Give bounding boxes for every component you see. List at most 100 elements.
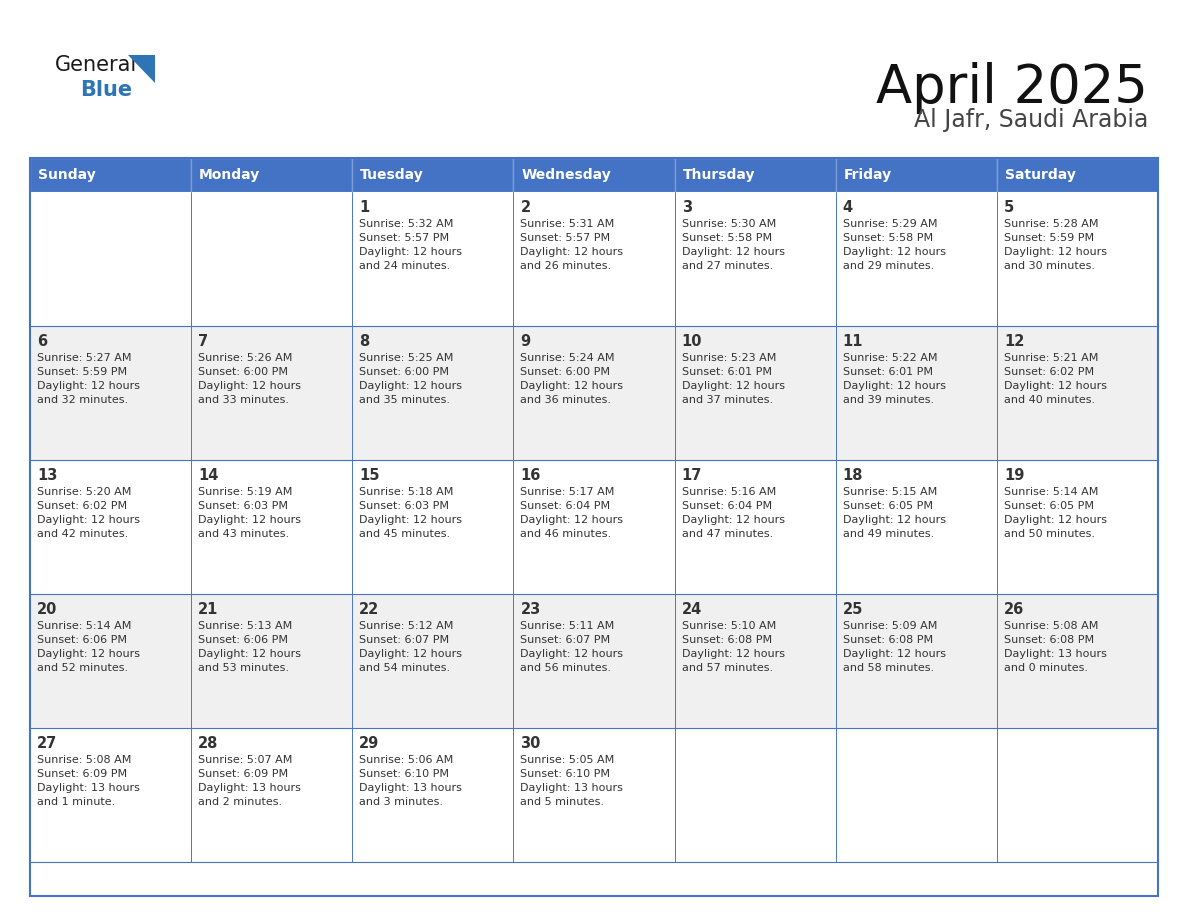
Text: 18: 18 [842, 468, 864, 483]
Bar [513, 728, 675, 862]
Text: Sunrise: 5:08 AM
Sunset: 6:08 PM
Daylight: 13 hours
and 0 minutes.: Sunrise: 5:08 AM Sunset: 6:08 PM Dayligh… [1004, 621, 1107, 673]
Bar [675, 326, 835, 460]
Text: 6: 6 [37, 334, 48, 349]
Text: Sunrise: 5:31 AM
Sunset: 5:57 PM
Daylight: 12 hours
and 26 minutes.: Sunrise: 5:31 AM Sunset: 5:57 PM Dayligh… [520, 219, 624, 271]
Bar [513, 460, 675, 594]
Text: 21: 21 [198, 602, 219, 617]
Text: Sunrise: 5:32 AM
Sunset: 5:57 PM
Daylight: 12 hours
and 24 minutes.: Sunrise: 5:32 AM Sunset: 5:57 PM Dayligh… [359, 219, 462, 271]
Text: 10: 10 [682, 334, 702, 349]
Bar [997, 594, 1158, 728]
Text: Sunrise: 5:07 AM
Sunset: 6:09 PM
Daylight: 13 hours
and 2 minutes.: Sunrise: 5:07 AM Sunset: 6:09 PM Dayligh… [198, 755, 301, 807]
Bar [191, 326, 353, 460]
Bar [835, 460, 997, 594]
Bar [997, 728, 1158, 862]
Bar [191, 192, 353, 326]
Text: Sunrise: 5:20 AM
Sunset: 6:02 PM
Daylight: 12 hours
and 42 minutes.: Sunrise: 5:20 AM Sunset: 6:02 PM Dayligh… [37, 487, 140, 539]
Text: Monday: Monday [200, 168, 260, 182]
Text: 16: 16 [520, 468, 541, 483]
Bar [835, 192, 997, 326]
Text: Sunrise: 5:12 AM
Sunset: 6:07 PM
Daylight: 12 hours
and 54 minutes.: Sunrise: 5:12 AM Sunset: 6:07 PM Dayligh… [359, 621, 462, 673]
Text: Sunrise: 5:29 AM
Sunset: 5:58 PM
Daylight: 12 hours
and 29 minutes.: Sunrise: 5:29 AM Sunset: 5:58 PM Dayligh… [842, 219, 946, 271]
Text: 9: 9 [520, 334, 531, 349]
Text: 2: 2 [520, 200, 531, 215]
Text: Sunrise: 5:09 AM
Sunset: 6:08 PM
Daylight: 12 hours
and 58 minutes.: Sunrise: 5:09 AM Sunset: 6:08 PM Dayligh… [842, 621, 946, 673]
Bar [513, 326, 675, 460]
Bar [513, 158, 675, 192]
Bar [835, 158, 997, 192]
Bar [353, 326, 513, 460]
Bar [997, 192, 1158, 326]
Text: 7: 7 [198, 334, 208, 349]
Text: Sunrise: 5:30 AM
Sunset: 5:58 PM
Daylight: 12 hours
and 27 minutes.: Sunrise: 5:30 AM Sunset: 5:58 PM Dayligh… [682, 219, 784, 271]
Text: Sunrise: 5:14 AM
Sunset: 6:05 PM
Daylight: 12 hours
and 50 minutes.: Sunrise: 5:14 AM Sunset: 6:05 PM Dayligh… [1004, 487, 1107, 539]
Text: 19: 19 [1004, 468, 1024, 483]
Text: 25: 25 [842, 602, 864, 617]
Text: 12: 12 [1004, 334, 1024, 349]
Text: 27: 27 [37, 736, 57, 751]
Polygon shape [128, 55, 154, 83]
Bar [30, 192, 191, 326]
Bar [835, 728, 997, 862]
Text: Sunrise: 5:25 AM
Sunset: 6:00 PM
Daylight: 12 hours
and 35 minutes.: Sunrise: 5:25 AM Sunset: 6:00 PM Dayligh… [359, 353, 462, 405]
Bar [191, 460, 353, 594]
Text: General: General [55, 55, 138, 75]
Text: 26: 26 [1004, 602, 1024, 617]
Text: 23: 23 [520, 602, 541, 617]
Bar [835, 326, 997, 460]
Text: Sunrise: 5:23 AM
Sunset: 6:01 PM
Daylight: 12 hours
and 37 minutes.: Sunrise: 5:23 AM Sunset: 6:01 PM Dayligh… [682, 353, 784, 405]
Text: Tuesday: Tuesday [360, 168, 424, 182]
Text: 13: 13 [37, 468, 57, 483]
Bar [675, 594, 835, 728]
Text: Sunrise: 5:26 AM
Sunset: 6:00 PM
Daylight: 12 hours
and 33 minutes.: Sunrise: 5:26 AM Sunset: 6:00 PM Dayligh… [198, 353, 301, 405]
Text: Friday: Friday [843, 168, 892, 182]
Bar [997, 460, 1158, 594]
Bar [675, 460, 835, 594]
Bar [353, 192, 513, 326]
Bar [30, 158, 1158, 896]
Text: Sunrise: 5:14 AM
Sunset: 6:06 PM
Daylight: 12 hours
and 52 minutes.: Sunrise: 5:14 AM Sunset: 6:06 PM Dayligh… [37, 621, 140, 673]
Text: Sunrise: 5:06 AM
Sunset: 6:10 PM
Daylight: 13 hours
and 3 minutes.: Sunrise: 5:06 AM Sunset: 6:10 PM Dayligh… [359, 755, 462, 807]
Text: 30: 30 [520, 736, 541, 751]
Text: Sunrise: 5:13 AM
Sunset: 6:06 PM
Daylight: 12 hours
and 53 minutes.: Sunrise: 5:13 AM Sunset: 6:06 PM Dayligh… [198, 621, 301, 673]
Text: 15: 15 [359, 468, 380, 483]
Bar [353, 594, 513, 728]
Text: 24: 24 [682, 602, 702, 617]
Text: Thursday: Thursday [683, 168, 756, 182]
Text: Wednesday: Wednesday [522, 168, 611, 182]
Text: Sunrise: 5:21 AM
Sunset: 6:02 PM
Daylight: 12 hours
and 40 minutes.: Sunrise: 5:21 AM Sunset: 6:02 PM Dayligh… [1004, 353, 1107, 405]
Text: Sunrise: 5:16 AM
Sunset: 6:04 PM
Daylight: 12 hours
and 47 minutes.: Sunrise: 5:16 AM Sunset: 6:04 PM Dayligh… [682, 487, 784, 539]
Text: 28: 28 [198, 736, 219, 751]
Text: Sunrise: 5:27 AM
Sunset: 5:59 PM
Daylight: 12 hours
and 32 minutes.: Sunrise: 5:27 AM Sunset: 5:59 PM Dayligh… [37, 353, 140, 405]
Bar [675, 158, 835, 192]
Text: Sunrise: 5:22 AM
Sunset: 6:01 PM
Daylight: 12 hours
and 39 minutes.: Sunrise: 5:22 AM Sunset: 6:01 PM Dayligh… [842, 353, 946, 405]
Bar [30, 460, 191, 594]
Bar [30, 594, 191, 728]
Bar [675, 728, 835, 862]
Bar [353, 460, 513, 594]
Text: Sunrise: 5:17 AM
Sunset: 6:04 PM
Daylight: 12 hours
and 46 minutes.: Sunrise: 5:17 AM Sunset: 6:04 PM Dayligh… [520, 487, 624, 539]
Bar [513, 192, 675, 326]
Text: 11: 11 [842, 334, 864, 349]
Text: Sunrise: 5:11 AM
Sunset: 6:07 PM
Daylight: 12 hours
and 56 minutes.: Sunrise: 5:11 AM Sunset: 6:07 PM Dayligh… [520, 621, 624, 673]
Text: Blue: Blue [80, 80, 132, 100]
Text: 3: 3 [682, 200, 691, 215]
Bar [835, 594, 997, 728]
Text: 17: 17 [682, 468, 702, 483]
Text: Al Jafr, Saudi Arabia: Al Jafr, Saudi Arabia [914, 108, 1148, 132]
Text: Sunrise: 5:19 AM
Sunset: 6:03 PM
Daylight: 12 hours
and 43 minutes.: Sunrise: 5:19 AM Sunset: 6:03 PM Dayligh… [198, 487, 301, 539]
Bar [191, 158, 353, 192]
Text: Saturday: Saturday [1005, 168, 1075, 182]
Text: 29: 29 [359, 736, 379, 751]
Text: April 2025: April 2025 [876, 62, 1148, 114]
Text: 14: 14 [198, 468, 219, 483]
Bar [30, 158, 191, 192]
Bar [513, 594, 675, 728]
Text: Sunrise: 5:28 AM
Sunset: 5:59 PM
Daylight: 12 hours
and 30 minutes.: Sunrise: 5:28 AM Sunset: 5:59 PM Dayligh… [1004, 219, 1107, 271]
Text: Sunrise: 5:05 AM
Sunset: 6:10 PM
Daylight: 13 hours
and 5 minutes.: Sunrise: 5:05 AM Sunset: 6:10 PM Dayligh… [520, 755, 624, 807]
Text: 1: 1 [359, 200, 369, 215]
Text: 22: 22 [359, 602, 379, 617]
Text: Sunday: Sunday [38, 168, 96, 182]
Text: 20: 20 [37, 602, 57, 617]
Bar [191, 594, 353, 728]
Text: Sunrise: 5:15 AM
Sunset: 6:05 PM
Daylight: 12 hours
and 49 minutes.: Sunrise: 5:15 AM Sunset: 6:05 PM Dayligh… [842, 487, 946, 539]
